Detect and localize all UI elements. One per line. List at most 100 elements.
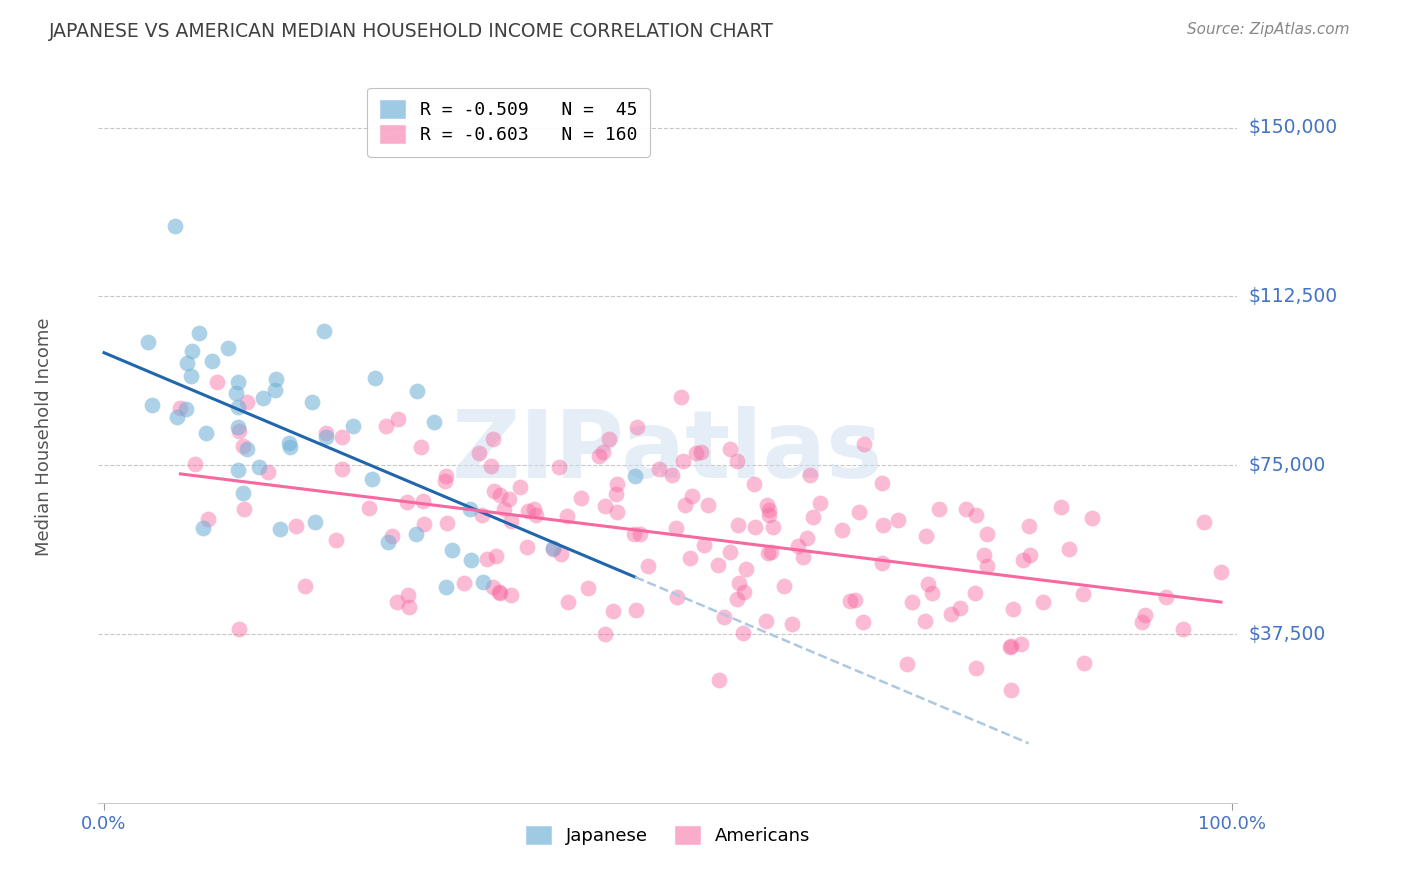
Point [1050,500,1073,515]
Text: $150,000: $150,000 [1249,118,1337,137]
Point [772,579,794,593]
Point [434,474,457,488]
Point [176,402,198,417]
Point [509,480,531,494]
Point [217,341,239,355]
Point [1002,602,1025,616]
Point [396,495,419,509]
Point [727,575,749,590]
Point [1012,552,1035,566]
Point [477,551,499,566]
Point [385,594,408,608]
Point [264,372,287,386]
Point [485,549,508,564]
Point [166,409,188,424]
Point [228,425,250,439]
Point [742,476,765,491]
Point [679,550,702,565]
Point [460,553,482,567]
Point [226,420,249,434]
Point [1133,607,1156,622]
Point [756,498,779,512]
Point [803,509,825,524]
Point [808,496,831,510]
Point [838,594,860,608]
Point [232,486,254,500]
Point [225,385,247,400]
Point [233,502,256,516]
Point [236,442,259,456]
Point [472,575,495,590]
Point [482,484,505,499]
Point [434,469,457,483]
Point [637,558,659,573]
Point [523,502,546,516]
Point [304,516,326,530]
Point [330,430,353,444]
Point [471,508,494,523]
Point [1032,595,1054,609]
Point [361,472,384,486]
Point [606,505,628,519]
Point [405,527,427,541]
Point [593,499,616,513]
Point [195,425,218,440]
Point [516,540,538,554]
Point [494,501,516,516]
Point [381,529,404,543]
Point [917,577,939,591]
Point [312,324,335,338]
Point [482,580,505,594]
Point [1018,519,1040,533]
Point [278,435,301,450]
Point [915,529,938,543]
Point [963,586,986,600]
Point [870,556,893,570]
Point [325,533,347,548]
Point [605,487,627,501]
Point [624,469,647,483]
Point [998,640,1021,654]
Point [330,462,353,476]
Point [697,498,720,512]
Point [541,541,564,556]
Point [187,326,209,341]
Point [364,371,387,385]
Point [731,626,754,640]
Point [257,466,280,480]
Point [799,468,821,483]
Point [489,488,512,502]
Point [301,395,323,409]
Point [780,616,803,631]
Point [191,521,214,535]
Text: Median Household Income: Median Household Income [35,318,53,557]
Point [761,545,783,559]
Point [725,454,748,468]
Point [1000,682,1022,697]
Point [718,442,741,457]
Point [939,607,962,622]
Point [887,512,910,526]
Point [709,673,731,687]
Point [598,432,620,446]
Point [406,384,429,399]
Point [628,527,651,541]
Point [965,661,987,675]
Point [593,626,616,640]
Point [592,445,614,459]
Point [1154,590,1177,604]
Point [398,600,420,615]
Point [453,575,475,590]
Point [689,445,711,459]
Point [169,401,191,415]
Point [870,476,893,491]
Point [896,657,918,671]
Point [269,522,291,536]
Point [921,586,943,600]
Point [914,615,936,629]
Point [844,593,866,607]
Point [718,545,741,559]
Point [1057,541,1080,556]
Point [673,499,696,513]
Point [848,505,870,519]
